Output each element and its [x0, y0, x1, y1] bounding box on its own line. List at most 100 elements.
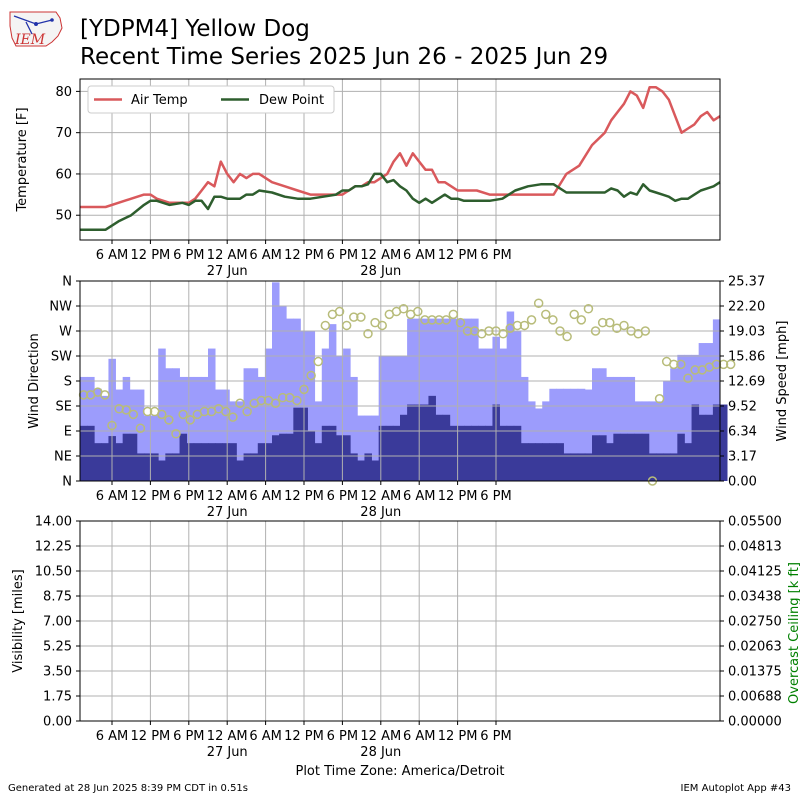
wind-direction-tick-label: E: [64, 425, 72, 440]
wind-direction-marker: [199, 406, 210, 417]
wind-speed-bar: [414, 404, 422, 481]
wind-x-tick-label: 12 AM: [207, 489, 248, 504]
wind-direction-marker: [413, 306, 423, 317]
wind-speed-bar: [592, 435, 600, 481]
wind-x-tick-label: 12 PM: [438, 489, 478, 504]
wind-speed-bar: [80, 425, 88, 481]
wind-gust-bar: [144, 415, 152, 481]
wind-speed-bar: [627, 433, 636, 481]
wind-speed-bar: [357, 460, 365, 481]
wind-gust-bar: [371, 415, 380, 481]
wind-x-tick-label: 12 PM: [284, 489, 324, 504]
wind-speed-bar: [279, 433, 287, 481]
wind-gust-bar: [172, 368, 180, 481]
wind-direction-axis-label: Wind Direction: [27, 333, 42, 429]
wind-gust-bar: [670, 368, 678, 481]
wind-gust-bar: [414, 318, 422, 481]
wind-gust-bar: [264, 348, 273, 481]
wind-speed-bar: [328, 425, 337, 481]
wind-direction-marker: [605, 317, 615, 328]
wind-gust-bar: [250, 368, 259, 481]
wind-gust-bar: [499, 348, 508, 481]
wind-speed-bar: [698, 414, 707, 481]
vis-x-tick-label: 6 PM: [173, 729, 204, 744]
wind-direction-marker: [448, 309, 459, 320]
wind-gust-bar: [656, 401, 664, 481]
wind-speed-bar: [563, 453, 572, 481]
vis-x-tick-label: 6 PM: [480, 729, 511, 744]
temp-x-tick-label: 12 PM: [284, 248, 324, 263]
wind-gust-bar: [506, 311, 515, 481]
wind-speed-bar: [385, 425, 394, 481]
wind-gust-bar: [257, 376, 266, 481]
wind-speed-bar: [286, 433, 294, 481]
wind-direction-marker: [398, 304, 409, 314]
wind-gust-bar: [528, 401, 536, 481]
wind-direction-marker: [555, 326, 565, 336]
dew-point-line: [80, 172, 721, 231]
wind-gust-bar: [471, 318, 479, 481]
wind-direction-marker: [277, 392, 288, 403]
wind-direction-marker: [377, 320, 387, 331]
wind-speed-tick-label: 15.86: [728, 350, 765, 365]
vis-x-tick-label: 12 AM: [207, 729, 248, 744]
wind-speed-bar: [136, 453, 145, 481]
visibility-tick-label: 8.75: [43, 590, 72, 605]
wind-speed-bar: [577, 453, 586, 481]
wind-gust-bar: [336, 356, 344, 481]
wind-direction-marker: [235, 398, 245, 408]
wind-direction-marker: [164, 415, 174, 425]
wind-speed-bar: [599, 435, 607, 481]
wind-speed-bar: [442, 414, 451, 481]
wind-gust-bar: [712, 319, 721, 481]
wind-gust-bar: [542, 401, 550, 481]
wind-speed-tick-label: 0.00: [728, 475, 757, 490]
wind-direction-marker: [569, 309, 579, 320]
wind-speed-bar: [513, 425, 522, 481]
wind-speed-bar: [456, 425, 465, 481]
wind-speed-bar: [528, 443, 536, 481]
wind-speed-axis-label: Wind Speed [mph]: [775, 321, 790, 442]
wind-speed-bar: [272, 435, 280, 481]
wind-speed-bar: [179, 433, 188, 481]
legend-label-air-temp: Air Temp: [131, 93, 188, 108]
wind-speed-bar: [321, 425, 330, 481]
wind-direction-marker: [185, 415, 195, 425]
wind-speed-bar: [449, 425, 458, 481]
wind-direction-marker: [519, 320, 530, 331]
wind-speed-bar: [570, 453, 579, 481]
wind-gust-bar: [222, 389, 230, 481]
wind-direction-marker: [541, 309, 551, 320]
wind-gust-bar: [677, 354, 685, 481]
temp-x-tick-label: 6 AM: [249, 248, 282, 263]
wind-speed-bar: [208, 443, 216, 481]
wind-x-tick-label: 6 AM: [403, 489, 436, 504]
wind-speed-bar: [663, 453, 671, 481]
wind-speed-bar: [613, 433, 621, 481]
wind-direction-marker: [121, 405, 131, 415]
wind-direction-marker: [562, 331, 572, 342]
wind-gust-bar: [392, 356, 401, 481]
visibility-tick-label: 5.25: [43, 640, 72, 655]
wind-speed-bar: [364, 453, 372, 481]
wind-gust-bar: [592, 368, 600, 481]
wind-gust-bar: [577, 388, 586, 481]
wind-speed-bar: [677, 433, 685, 481]
wind-speed-bar: [712, 404, 721, 481]
wind-gust-bar: [613, 376, 621, 481]
wind-gust-bar: [599, 368, 607, 481]
wind-direction-marker: [690, 365, 700, 375]
wind-gust-bar: [115, 389, 124, 481]
wind-speed-tick-label: 22.20: [728, 300, 765, 315]
wind-speed-bar: [293, 407, 301, 481]
chart-title: [YDPM4] Yellow Dog: [80, 16, 310, 42]
wind-speed-bar: [236, 460, 244, 481]
wind-direction-marker: [533, 298, 544, 308]
wind-direction-marker: [640, 326, 651, 336]
vis-x-date-label: 28 Jun: [360, 745, 401, 760]
wind-speed-bar: [584, 453, 593, 481]
wind-direction-marker: [669, 359, 679, 370]
wind-gust-bar: [684, 354, 692, 481]
wind-direction-marker: [299, 384, 309, 395]
wind-speed-bar: [172, 453, 180, 481]
